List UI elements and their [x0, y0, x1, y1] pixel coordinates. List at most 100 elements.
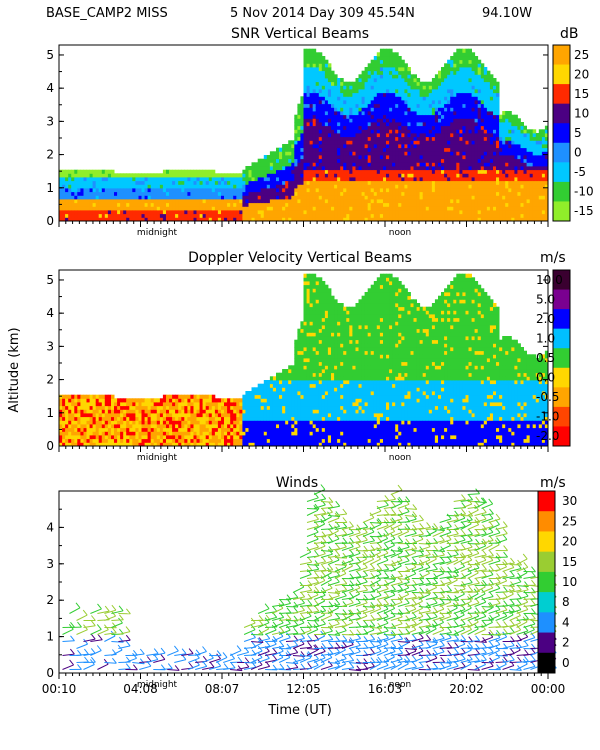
heat-cell — [511, 195, 515, 200]
heat-cell — [291, 195, 295, 200]
heat-cell — [297, 125, 301, 130]
heat-cell — [150, 180, 155, 185]
heat-cell — [441, 158, 445, 163]
heat-cell — [309, 59, 314, 64]
heat-cell — [340, 158, 344, 163]
heat-cell — [77, 394, 81, 399]
heat-cell — [334, 107, 338, 112]
heat-cell — [120, 213, 124, 218]
heat-cell — [425, 122, 430, 127]
heat-cell — [428, 184, 433, 189]
heat-cell — [489, 210, 494, 215]
heat-cell — [101, 217, 106, 222]
heat-cell — [74, 177, 78, 182]
heat-cell — [453, 184, 457, 189]
heat-cell — [178, 188, 182, 193]
heat-cell — [370, 180, 375, 185]
heat-cell — [135, 213, 139, 218]
heat-cell — [456, 63, 460, 68]
heat-cell — [493, 147, 497, 152]
heat-cell — [117, 442, 121, 447]
heat-cell — [474, 180, 479, 185]
heat-cell — [453, 151, 457, 156]
heat-cell — [132, 195, 136, 200]
heat-cell — [135, 173, 139, 178]
heat-cell — [364, 213, 369, 218]
heat-cell — [456, 206, 460, 211]
heat-cell — [245, 177, 249, 182]
heat-cell — [379, 206, 384, 211]
heat-cell — [413, 184, 417, 189]
heat-cell — [499, 147, 503, 152]
heat-cell — [306, 158, 311, 163]
heat-cell — [236, 177, 240, 182]
heat-cell — [153, 431, 158, 436]
heat-cell — [389, 89, 393, 94]
heat-cell — [392, 140, 396, 145]
heat-cell — [303, 74, 307, 79]
heat-cell — [227, 180, 231, 185]
heat-cell — [386, 70, 390, 75]
heat-cell — [398, 111, 402, 116]
heat-cell — [480, 173, 485, 178]
heat-cell — [77, 402, 81, 407]
heat-cell — [364, 125, 369, 130]
heat-cell — [422, 136, 427, 141]
heat-cell — [404, 180, 408, 185]
heat-cell — [453, 125, 457, 130]
heat-cell — [196, 180, 200, 185]
heat-cell — [398, 56, 402, 61]
heat-cell — [370, 210, 375, 215]
heat-cell — [211, 217, 216, 222]
heat-cell — [373, 206, 378, 211]
heat-cell — [279, 147, 283, 152]
heat-cell — [544, 133, 549, 138]
heat-cell — [141, 217, 145, 222]
heat-cell — [511, 213, 515, 218]
heat-cell — [496, 140, 500, 145]
heat-cell — [493, 114, 497, 119]
heat-cell — [511, 136, 515, 141]
heat-cell — [373, 56, 378, 61]
heat-cell — [346, 199, 350, 204]
heat-cell — [413, 136, 417, 141]
heat-cell — [190, 184, 194, 189]
heat-cell — [248, 166, 252, 171]
heat-cell — [334, 166, 338, 171]
heat-cell — [156, 177, 161, 182]
heat-cell — [398, 122, 402, 127]
heat-cell — [92, 195, 97, 200]
heat-cell — [352, 202, 356, 207]
heat-cell — [480, 213, 485, 218]
heat-cell — [447, 206, 451, 211]
heat-cell — [502, 184, 506, 189]
heat-cell — [153, 173, 158, 178]
heat-cell — [89, 213, 94, 218]
heat-cell — [364, 180, 369, 185]
heat-cell — [447, 85, 451, 90]
heat-cell — [471, 85, 476, 90]
heat-cell — [123, 427, 127, 432]
heat-cell — [242, 180, 246, 185]
heat-cell — [379, 217, 384, 222]
heat-cell — [386, 184, 390, 189]
heat-cell — [395, 184, 399, 189]
heat-cell — [493, 151, 497, 156]
heat-cell — [370, 188, 375, 193]
heat-cell — [447, 107, 451, 112]
heat-cell — [477, 114, 482, 119]
heat-cell — [331, 217, 335, 222]
heat-cell — [331, 129, 335, 134]
heat-cell — [520, 191, 524, 196]
heat-cell — [450, 107, 454, 112]
heat-cell — [254, 202, 259, 207]
heat-cell — [438, 118, 442, 123]
heat-cell — [480, 136, 485, 141]
heat-cell — [489, 85, 494, 90]
heat-cell — [538, 213, 543, 218]
heat-cell — [162, 184, 167, 189]
heat-cell — [178, 169, 182, 174]
heat-cell — [489, 107, 494, 112]
heat-cell — [453, 144, 457, 149]
heat-cell — [456, 166, 460, 171]
